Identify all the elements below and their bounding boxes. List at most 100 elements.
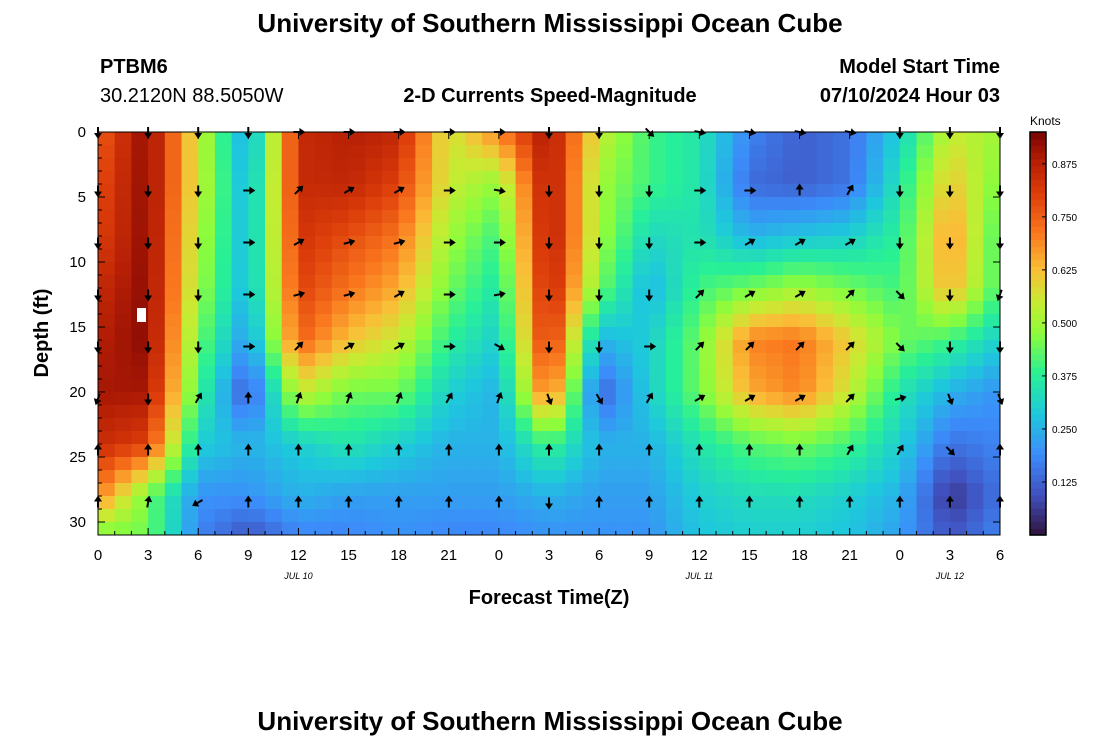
heat-cell — [532, 522, 550, 535]
heat-cell — [682, 288, 700, 302]
heat-cell — [98, 210, 116, 224]
current-arrow — [443, 186, 456, 195]
heat-cell — [381, 210, 400, 224]
heat-cell — [649, 158, 667, 172]
heat-cell — [365, 132, 383, 146]
heat-cell — [381, 301, 400, 315]
heat-cell — [816, 210, 834, 224]
heat-cell — [649, 314, 667, 328]
heat-cell — [983, 275, 1000, 289]
heat-cell — [782, 327, 801, 341]
heat-cell — [281, 210, 300, 224]
heat-cell — [98, 288, 116, 302]
heat-cell — [933, 431, 951, 445]
heat-cell — [665, 249, 684, 263]
heat-cell — [799, 249, 817, 263]
heat-cell — [549, 353, 567, 367]
heat-cell — [716, 249, 734, 263]
heat-cell — [782, 223, 801, 237]
heat-cell — [799, 457, 817, 471]
heat-cell — [866, 353, 884, 367]
heat-cell — [766, 314, 784, 328]
current-vectors — [93, 127, 1005, 510]
heat-cell — [164, 353, 183, 367]
heat-cell — [231, 431, 249, 445]
heat-cell — [832, 171, 851, 185]
heat-cell — [298, 366, 316, 380]
heat-cell — [549, 314, 567, 328]
heat-cell — [565, 353, 583, 367]
colorbar-swatch — [1030, 407, 1046, 415]
heat-cell — [198, 275, 216, 289]
heat-cell — [766, 262, 784, 276]
heat-cell — [632, 223, 650, 237]
heat-cell — [866, 184, 884, 198]
heat-cell — [298, 353, 316, 367]
heat-cell — [248, 353, 266, 367]
heat-cell — [181, 327, 199, 341]
heat-cell — [415, 210, 433, 224]
heat-cell — [465, 366, 483, 380]
heat-cell — [365, 249, 383, 263]
heat-cell — [549, 275, 567, 289]
current-arrow — [945, 289, 954, 302]
current-arrow — [344, 495, 353, 508]
heat-cell — [198, 522, 216, 535]
heat-cell — [98, 379, 116, 393]
heat-cell — [498, 496, 517, 510]
heat-cell — [599, 379, 617, 393]
heat-cell — [565, 249, 583, 263]
colorbar-swatch — [1030, 393, 1046, 402]
heat-cell — [331, 249, 350, 263]
heat-cell — [832, 262, 851, 276]
heat-cell — [983, 314, 1000, 328]
heat-cell — [298, 392, 316, 406]
heat-cell — [381, 197, 400, 211]
heat-cell — [515, 496, 533, 510]
heat-cell — [816, 184, 834, 198]
heat-cell — [782, 340, 801, 354]
heat-cell — [983, 197, 1000, 211]
heat-cell — [899, 405, 918, 419]
heat-cell — [665, 262, 684, 276]
heat-cell — [281, 405, 300, 419]
heat-cell — [465, 197, 483, 211]
heat-cell — [582, 262, 600, 276]
heat-cell — [799, 262, 817, 276]
colorbar-tick-label: 0.125 — [1052, 478, 1077, 489]
heat-cell — [716, 236, 734, 250]
heat-cell — [181, 366, 199, 380]
heat-cell — [883, 275, 901, 289]
heat-cell — [766, 418, 784, 432]
heat-cell — [832, 392, 851, 406]
heat-cell — [515, 249, 533, 263]
heat-cell — [198, 184, 216, 198]
heat-cell — [381, 145, 400, 159]
heat-cell — [415, 470, 433, 484]
heat-cell — [265, 470, 283, 484]
heat-cell — [381, 314, 400, 328]
heat-cell — [933, 184, 951, 198]
footer-title: University of Southern Mississippi Ocean… — [257, 706, 843, 736]
heat-cell — [682, 223, 700, 237]
heat-cell — [131, 262, 149, 276]
heat-cell — [933, 132, 951, 146]
heat-cell — [498, 197, 517, 211]
x-tick-label: 15 — [741, 547, 758, 564]
heat-cell — [298, 262, 316, 276]
heat-cell — [549, 340, 567, 354]
heat-cell — [615, 496, 634, 510]
heat-cell — [114, 223, 132, 237]
heat-cell — [164, 197, 183, 211]
heat-cell — [348, 210, 366, 224]
heat-cell — [749, 444, 767, 458]
colorbar-swatch — [1030, 333, 1046, 341]
heat-cell — [632, 392, 650, 406]
heat-cell — [699, 353, 717, 367]
colorbar-tick-label: 0.500 — [1052, 319, 1077, 330]
heat-cell — [298, 470, 316, 484]
heat-cell — [331, 379, 350, 393]
heat-cell — [966, 210, 984, 224]
heat-cell — [682, 171, 700, 185]
station-id: PTBM6 — [100, 56, 168, 78]
